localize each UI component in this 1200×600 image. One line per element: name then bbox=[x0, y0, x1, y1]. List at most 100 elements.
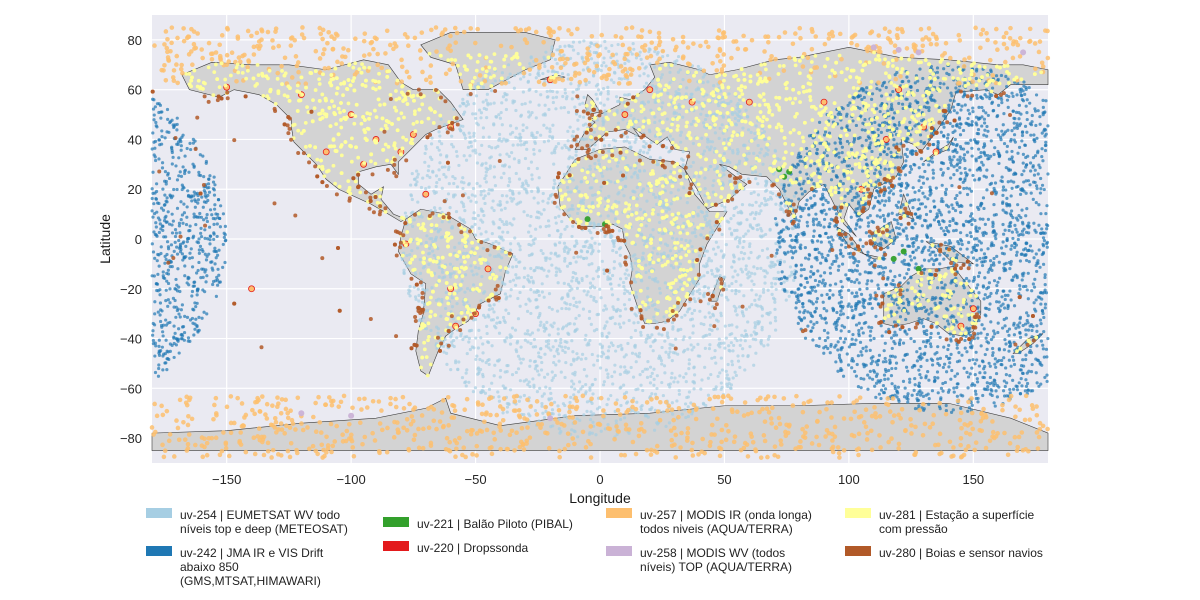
series-0-point bbox=[552, 360, 556, 365]
series-0-point bbox=[444, 351, 449, 356]
series-1-point bbox=[168, 287, 172, 291]
series-0-point bbox=[471, 390, 476, 394]
series-0-point bbox=[424, 186, 428, 191]
series-0-point bbox=[623, 93, 627, 97]
series-0-point bbox=[415, 169, 419, 173]
series-0-point bbox=[574, 316, 578, 320]
series-0-point bbox=[595, 97, 599, 101]
series-0-point bbox=[706, 286, 711, 290]
series-1-point bbox=[1000, 129, 1004, 133]
series-0-point bbox=[422, 316, 426, 320]
series-0-point bbox=[413, 295, 418, 299]
series-0-point bbox=[652, 192, 656, 197]
series-0-point bbox=[478, 152, 482, 156]
series-0-point bbox=[655, 386, 659, 391]
series-0-point bbox=[559, 429, 563, 434]
series-1-point bbox=[1025, 111, 1029, 115]
series-0-point bbox=[730, 265, 734, 269]
series-0-point bbox=[549, 397, 553, 401]
series-0-point bbox=[691, 141, 696, 146]
series-0-point bbox=[423, 151, 427, 156]
series-0-point bbox=[644, 81, 649, 85]
series-0-point bbox=[408, 284, 412, 289]
series-0-point bbox=[653, 279, 657, 283]
series-0-point bbox=[430, 249, 435, 253]
series-1-point bbox=[917, 404, 921, 408]
series-0-point bbox=[623, 61, 627, 66]
series-0-point bbox=[557, 359, 561, 363]
series-1-point bbox=[840, 145, 844, 149]
series-0-point bbox=[766, 337, 771, 341]
series-1-point bbox=[936, 357, 940, 361]
series-0-point bbox=[617, 322, 621, 326]
series-1-point bbox=[210, 213, 214, 217]
series-0-point bbox=[527, 230, 531, 234]
series-0-point bbox=[748, 274, 752, 278]
series-1-point bbox=[778, 245, 782, 249]
series-1-point bbox=[1024, 258, 1029, 263]
series-0-point bbox=[481, 372, 485, 377]
series-0-point bbox=[498, 375, 502, 379]
series-0-point bbox=[570, 203, 574, 208]
series-0-point bbox=[613, 217, 618, 221]
series-0-point bbox=[591, 149, 595, 153]
series-0-point bbox=[594, 92, 598, 96]
series-0-point bbox=[679, 140, 683, 144]
series-1-point bbox=[157, 338, 161, 342]
series-0-point bbox=[667, 421, 672, 425]
series-0-point bbox=[461, 186, 465, 191]
series-0-point bbox=[649, 374, 653, 379]
series-0-point bbox=[436, 331, 440, 335]
series-0-point bbox=[504, 93, 508, 97]
series-0-point bbox=[463, 290, 467, 294]
series-1-point bbox=[159, 206, 164, 210]
series-0-point bbox=[773, 300, 777, 304]
series-0-point bbox=[606, 397, 611, 401]
series-1-point bbox=[848, 255, 852, 259]
series-1-point bbox=[969, 88, 973, 92]
series-0-point bbox=[502, 171, 506, 175]
series-0-point bbox=[519, 361, 523, 365]
series-1-point bbox=[1016, 184, 1020, 189]
series-0-point bbox=[434, 235, 438, 239]
series-0-point bbox=[614, 95, 619, 99]
series-0-point bbox=[500, 193, 504, 198]
series-1-point bbox=[868, 334, 872, 338]
series-0-point bbox=[505, 370, 509, 374]
series-0-point bbox=[530, 173, 534, 177]
series-0-point bbox=[688, 336, 692, 340]
series-0-point bbox=[604, 368, 609, 372]
series-1-point bbox=[953, 208, 958, 213]
series-0-point bbox=[681, 158, 685, 162]
series-1-point bbox=[1043, 302, 1048, 306]
series-1-point bbox=[172, 187, 176, 192]
series-0-point bbox=[418, 271, 423, 275]
series-0-point bbox=[719, 314, 723, 318]
series-1-point bbox=[1014, 227, 1018, 231]
series-0-point bbox=[490, 206, 494, 210]
series-0-point bbox=[450, 331, 454, 335]
series-0-point bbox=[629, 113, 633, 118]
series-1-point bbox=[918, 346, 922, 351]
series-0-point bbox=[625, 371, 629, 375]
series-0-point bbox=[547, 107, 551, 112]
series-0-point bbox=[577, 84, 581, 88]
series-0-point bbox=[580, 278, 584, 283]
series-1-point bbox=[913, 81, 917, 85]
series-0-point bbox=[677, 392, 681, 396]
series-0-point bbox=[567, 168, 571, 172]
series-1-point bbox=[891, 116, 895, 120]
series-0-point bbox=[636, 387, 640, 391]
series-1-point bbox=[1038, 191, 1042, 195]
series-0-point bbox=[615, 164, 620, 168]
series-1-point bbox=[1013, 245, 1017, 250]
series-1-point bbox=[165, 368, 169, 372]
series-1-point bbox=[218, 225, 223, 229]
series-0-point bbox=[476, 366, 481, 370]
series-0-point bbox=[597, 159, 601, 163]
series-0-point bbox=[470, 269, 474, 273]
series-0-point bbox=[556, 404, 560, 408]
data-points bbox=[149, 25, 1051, 460]
series-1-point bbox=[833, 345, 837, 349]
series-0-point bbox=[437, 148, 441, 152]
